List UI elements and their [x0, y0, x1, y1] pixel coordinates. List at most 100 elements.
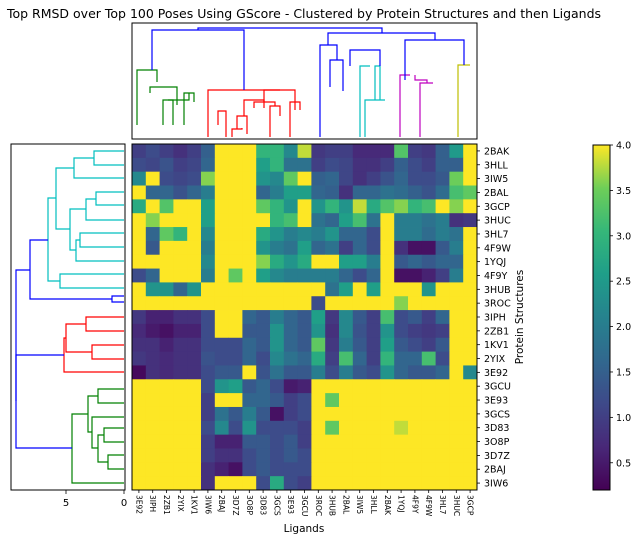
- heatmap-cell: [394, 337, 409, 352]
- heatmap-cell: [283, 462, 298, 477]
- heatmap-cell: [201, 420, 216, 436]
- heatmap-cell: [435, 227, 450, 242]
- heatmap-cell: [228, 157, 243, 173]
- heatmap-cell: [449, 476, 464, 491]
- heatmap-cell: [352, 144, 367, 159]
- heatmap-cell: [325, 462, 340, 477]
- heatmap-cell: [297, 199, 312, 214]
- heatmap-cell: [297, 406, 312, 422]
- heatmap-cell: [325, 240, 340, 256]
- heatmap-cell: [201, 282, 216, 297]
- heatmap-cell: [270, 406, 285, 422]
- y-axis-label: Protein Structures: [514, 270, 526, 364]
- heatmap-cell: [449, 323, 464, 339]
- left-dendrogram-link: [85, 198, 124, 221]
- heatmap-cell: [242, 476, 257, 491]
- y-tick-label: 3D7Z: [484, 451, 510, 462]
- heatmap-cell: [270, 185, 285, 200]
- heatmap-cell: [187, 462, 202, 477]
- heatmap-cell: [228, 448, 243, 463]
- heatmap-cell: [421, 310, 436, 325]
- heatmap-cell: [201, 393, 216, 408]
- heatmap-cell: [145, 213, 160, 228]
- heatmap-cell: [297, 254, 312, 269]
- x-tick-label: 1YQJ: [397, 495, 406, 512]
- heatmap-cell: [173, 420, 188, 436]
- heatmap-cell: [325, 420, 340, 436]
- heatmap-cell: [270, 157, 285, 173]
- left-dendrogram-link: [91, 344, 124, 360]
- heatmap-cell: [339, 268, 354, 283]
- heatmap-cell: [228, 365, 243, 380]
- heatmap-cell: [256, 393, 271, 408]
- x-tick-label: 3E93: [286, 495, 295, 514]
- heatmap-cell: [159, 365, 174, 380]
- heatmap-cell: [366, 406, 381, 422]
- y-tick-label: 3E93: [484, 396, 508, 407]
- x-tick-label: 3E92: [134, 495, 143, 514]
- heatmap-cell: [449, 462, 464, 477]
- heatmap-cell: [339, 157, 354, 173]
- heatmap-cell: [408, 185, 423, 200]
- heatmap-cell: [173, 393, 188, 408]
- heatmap-cell: [159, 240, 174, 256]
- heatmap-cell: [380, 462, 395, 477]
- heatmap-cell: [366, 323, 381, 339]
- heatmap-cell: [394, 254, 409, 269]
- left-dendrogram-link: [111, 295, 124, 303]
- y-tick-label: 3HL7: [484, 229, 509, 240]
- heatmap-cell: [283, 240, 298, 256]
- heatmap-cell: [187, 379, 202, 394]
- heatmap-cell: [325, 351, 340, 366]
- heatmap-cell: [173, 406, 188, 422]
- heatmap-cell: [256, 420, 271, 436]
- heatmap-cell: [256, 448, 271, 463]
- heatmap-cell: [132, 310, 147, 325]
- heatmap-cell: [173, 476, 188, 491]
- x-tick-label: 3IW5: [355, 495, 364, 514]
- heatmap-cell: [187, 406, 202, 422]
- heatmap-cell: [352, 365, 367, 380]
- heatmap-cell: [187, 351, 202, 366]
- x-tick-label: 3HL7: [438, 495, 447, 515]
- heatmap-cell: [214, 406, 229, 422]
- left-dendrogram-tick-label: 5: [63, 498, 69, 509]
- heatmap-cell: [449, 448, 464, 463]
- y-tick-label: 3IW6: [484, 479, 508, 490]
- heatmap-cell: [435, 185, 450, 200]
- heatmap-cell: [228, 351, 243, 366]
- heatmap-cell: [187, 227, 202, 242]
- heatmap-cell: [242, 199, 257, 214]
- heatmap-cell: [449, 310, 464, 325]
- heatmap-cell: [380, 157, 395, 173]
- top-dendrogram-link: [374, 65, 381, 100]
- heatmap-cell: [325, 434, 340, 449]
- left-dendrogram-link: [47, 197, 60, 282]
- heatmap-cell: [242, 227, 257, 242]
- top-dendrogram-link: [457, 64, 470, 137]
- heatmap-cell: [408, 171, 423, 186]
- top-dendrogram-link: [327, 32, 436, 45]
- left-dendrogram-link: [87, 395, 98, 433]
- heatmap-cell: [380, 227, 395, 242]
- heatmap-cell: [311, 157, 326, 173]
- x-tick-label: 2YIX: [176, 495, 185, 512]
- heatmap-cell: [421, 379, 436, 394]
- heatmap-cell: [380, 171, 395, 186]
- heatmap-cell: [421, 199, 436, 214]
- y-tick-label: 3ROC: [484, 299, 511, 310]
- heatmap-cell: [435, 476, 450, 491]
- heatmap-cell: [228, 171, 243, 186]
- colorbar-tick-label: 1.5: [616, 367, 631, 378]
- heatmap-cell: [297, 213, 312, 228]
- heatmap-cell: [408, 420, 423, 436]
- heatmap-cell: [435, 199, 450, 214]
- top-dendrogram-link: [414, 75, 428, 83]
- heatmap-cell: [380, 199, 395, 214]
- heatmap-cell: [228, 240, 243, 256]
- heatmap-cell: [159, 448, 174, 463]
- heatmap-cell: [283, 144, 298, 159]
- heatmap-cell: [270, 476, 285, 491]
- heatmap-cell: [201, 227, 216, 242]
- colorbar-tick-label: 0.5: [616, 458, 631, 469]
